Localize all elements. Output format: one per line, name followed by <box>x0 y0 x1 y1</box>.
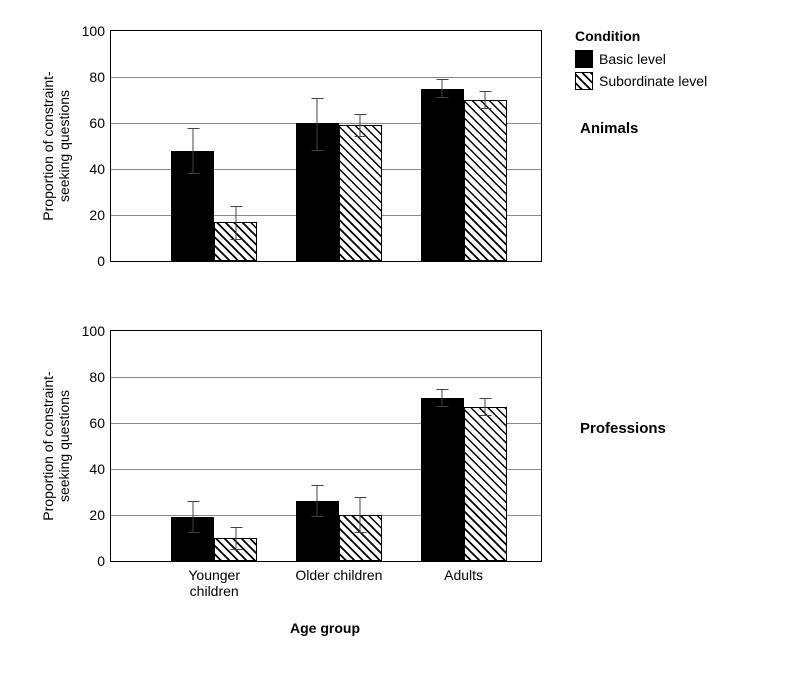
error-bar <box>192 501 193 533</box>
bar <box>421 398 464 561</box>
ytick-label: 20 <box>89 207 111 223</box>
error-bar <box>235 527 236 550</box>
y-axis-label: Proportion of constraint-seeking questio… <box>40 21 72 271</box>
ytick-label: 20 <box>89 507 111 523</box>
error-bar <box>485 91 486 109</box>
bar <box>421 89 464 262</box>
error-bar <box>360 114 361 137</box>
xtick-label: Youngerchildren <box>188 561 240 599</box>
panel-title-animals: Animals <box>580 120 638 137</box>
error-bar <box>485 398 486 416</box>
ytick-label: 0 <box>97 253 111 269</box>
ytick-label: 80 <box>89 369 111 385</box>
y-axis-label: Proportion of constraint-seeking questio… <box>40 321 72 571</box>
legend-item: Subordinate level <box>575 72 707 90</box>
ytick-label: 40 <box>89 161 111 177</box>
xtick-label: Adults <box>444 561 483 583</box>
ytick-label: 60 <box>89 415 111 431</box>
legend-label: Subordinate level <box>599 73 707 89</box>
legend-label: Basic level <box>599 51 666 67</box>
ytick-label: 100 <box>82 323 111 339</box>
ytick-label: 40 <box>89 461 111 477</box>
ytick-label: 100 <box>82 23 111 39</box>
gridline <box>111 377 541 378</box>
error-bar <box>442 79 443 97</box>
bar <box>464 407 507 561</box>
panel-title-professions: Professions <box>580 420 666 437</box>
gridline <box>111 77 541 78</box>
bar <box>339 125 382 261</box>
legend: Condition Basic level Subordinate level <box>575 28 707 94</box>
chart-panel-animals: 020406080100Proportion of constraint-see… <box>110 30 542 262</box>
ytick-label: 0 <box>97 553 111 569</box>
error-bar <box>317 485 318 517</box>
ytick-label: 80 <box>89 69 111 85</box>
error-bar <box>235 206 236 241</box>
xtick-label: Older children <box>295 561 382 583</box>
error-bar <box>317 98 318 151</box>
legend-title: Condition <box>575 28 707 44</box>
figure: ConditionBasic levelSubordinate level020… <box>20 20 771 680</box>
bar <box>464 100 507 261</box>
x-axis-label: Age group <box>290 620 360 636</box>
chart-panel-professions: 020406080100Proportion of constraint-see… <box>110 330 542 562</box>
error-bar <box>442 389 443 407</box>
legend-swatch-solid <box>575 50 593 68</box>
legend-swatch-hatch <box>575 72 593 90</box>
error-bar <box>360 497 361 534</box>
legend-item: Basic level <box>575 50 707 68</box>
error-bar <box>192 128 193 174</box>
ytick-label: 60 <box>89 115 111 131</box>
